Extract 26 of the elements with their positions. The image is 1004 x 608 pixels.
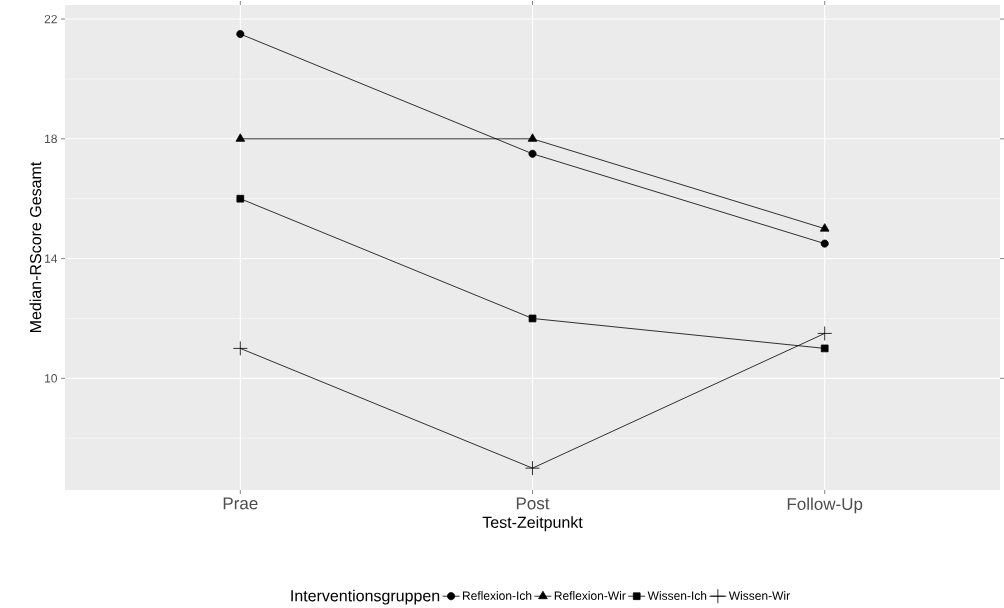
point	[820, 239, 829, 248]
point	[236, 194, 245, 203]
point	[528, 149, 537, 158]
point	[525, 460, 540, 476]
y-tick-label: 22	[44, 14, 57, 24]
legend-label: Reflexion-Wir	[554, 591, 626, 600]
y-tick-label: 14	[45, 254, 58, 263]
point	[817, 326, 833, 341]
point	[819, 223, 830, 232]
legend-label: Wissen-Ich	[647, 591, 707, 600]
x-tick-label: Follow-Up	[787, 497, 863, 514]
point	[528, 314, 537, 323]
point	[820, 344, 829, 353]
x-tick-label: Post	[516, 497, 550, 510]
point	[236, 30, 245, 39]
y-axis-title: Median-RScore Gesamt	[29, 161, 42, 332]
x-axis-title: Test-Zeitpunkt	[482, 516, 583, 532]
legend-title: Interventionsgruppen	[291, 589, 440, 605]
legend-label: Wissen-Wir	[728, 591, 790, 600]
point	[527, 133, 538, 142]
point	[232, 340, 248, 356]
legend-label: Reflexion-Ich	[462, 591, 532, 600]
y-tick-label: 10	[45, 374, 58, 383]
x-tick-label: Prae	[223, 497, 258, 510]
point	[235, 133, 246, 142]
y-tick-label: 18	[45, 134, 57, 144]
